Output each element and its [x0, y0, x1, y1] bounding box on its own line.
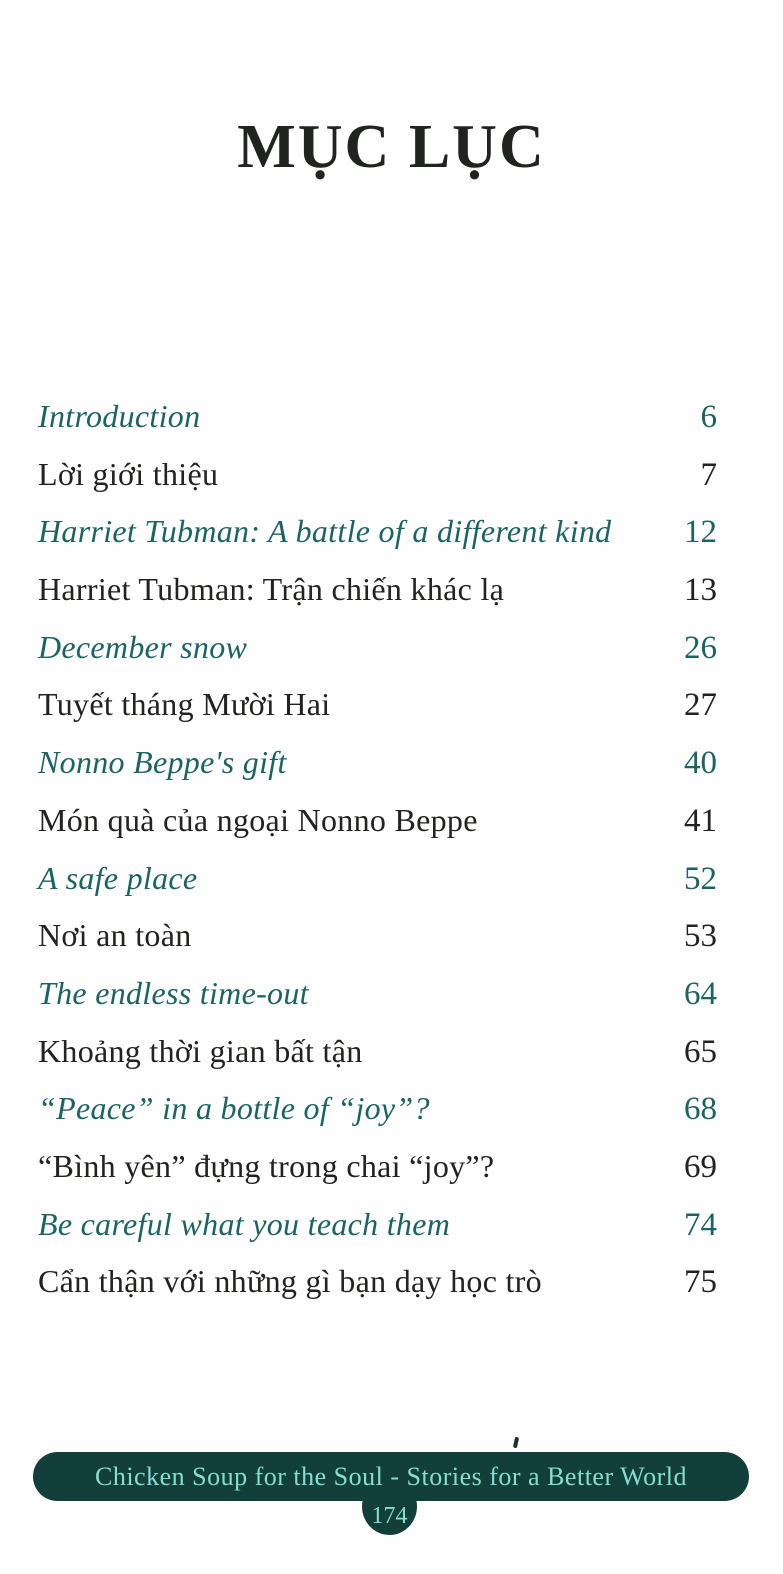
toc-entry-page-number: 64 [684, 975, 717, 1012]
toc-entry-page-number: 74 [684, 1206, 717, 1243]
toc-row: Nonno Beppe's gift 40 [38, 744, 717, 802]
toc-entry-page-number: 68 [684, 1091, 717, 1128]
footer-banner: Chicken Soup for the Soul - Stories for … [33, 1452, 749, 1501]
toc-entry-page-number: 41 [684, 802, 717, 839]
footer-banner-text: Chicken Soup for the Soul - Stories for … [94, 1461, 687, 1491]
toc-row: Harriet Tubman: A battle of a different … [38, 513, 717, 571]
scan-speck [512, 1436, 520, 1449]
page-number: 174 [371, 1503, 408, 1529]
toc-entry-page-number: 75 [684, 1264, 717, 1301]
table-of-contents: Introduction 6 Lời giới thiệu 7 Harriet … [38, 398, 717, 1321]
toc-row: Khoảng thời gian bất tận 65 [38, 1033, 717, 1091]
toc-entry-title: “Peace” in a bottle of “joy”? [38, 1090, 430, 1127]
toc-entry-page-number: 53 [684, 918, 717, 955]
toc-entry-page-number: 13 [684, 572, 717, 609]
toc-row: Món quà của ngoại Nonno Beppe 41 [38, 802, 717, 860]
toc-entry-title: A safe place [38, 859, 198, 896]
toc-entry-title: Món quà của ngoại Nonno Beppe [38, 801, 478, 838]
toc-entry-title: “Bình yên” đựng trong chai “joy”? [38, 1147, 495, 1184]
toc-row: December snow 26 [38, 629, 717, 687]
toc-entry-page-number: 52 [684, 860, 717, 897]
toc-entry-title: December snow [38, 628, 248, 665]
toc-entry-page-number: 6 [700, 399, 718, 435]
toc-row: A safe place 52 [38, 860, 717, 918]
toc-row: The endless time-out 64 [38, 975, 717, 1033]
toc-entry-title: Introduction [38, 398, 201, 434]
toc-entry-page-number: 27 [684, 687, 717, 724]
toc-row: “Peace” in a bottle of “joy”? 68 [38, 1090, 717, 1148]
toc-entry-title: Nơi an toàn [38, 917, 192, 954]
toc-entry-page-number: 65 [684, 1033, 717, 1070]
toc-entry-title: Tuyết tháng Mười Hai [38, 686, 331, 723]
toc-entry-title: Lời giới thiệu [38, 455, 219, 492]
toc-row: Tuyết tháng Mười Hai 27 [38, 686, 717, 744]
toc-entry-page-number: 7 [700, 456, 718, 493]
toc-row: Introduction 6 [38, 398, 717, 456]
toc-entry-page-number: 26 [684, 629, 717, 666]
toc-entry-title: Cẩn thận với những gì bạn dạy học trò [38, 1263, 542, 1300]
toc-entry-title: Nonno Beppe's gift [38, 744, 287, 781]
toc-entry-title: Be careful what you teach them [38, 1205, 451, 1242]
toc-entry-title: The endless time-out [38, 974, 309, 1011]
toc-row: Be careful what you teach them 74 [38, 1206, 717, 1264]
toc-row: Harriet Tubman: Trận chiến khác lạ 13 [38, 571, 717, 629]
toc-entry-page-number: 69 [684, 1148, 717, 1185]
toc-row: Cẩn thận với những gì bạn dạy học trò 75 [38, 1263, 717, 1321]
toc-entry-page-number: 40 [684, 745, 717, 782]
toc-entry-title: Harriet Tubman: Trận chiến khác lạ [38, 571, 505, 608]
toc-row: Lời giới thiệu 7 [38, 456, 717, 514]
toc-entry-title: Khoảng thời gian bất tận [38, 1032, 363, 1069]
page-title: MỤC LỤC [237, 113, 546, 181]
toc-entry-title: Harriet Tubman: A battle of a different … [38, 513, 612, 550]
toc-row: “Bình yên” đựng trong chai “joy”? 69 [38, 1148, 717, 1206]
toc-entry-page-number: 12 [684, 514, 717, 551]
toc-row: Nơi an toàn 53 [38, 917, 717, 975]
